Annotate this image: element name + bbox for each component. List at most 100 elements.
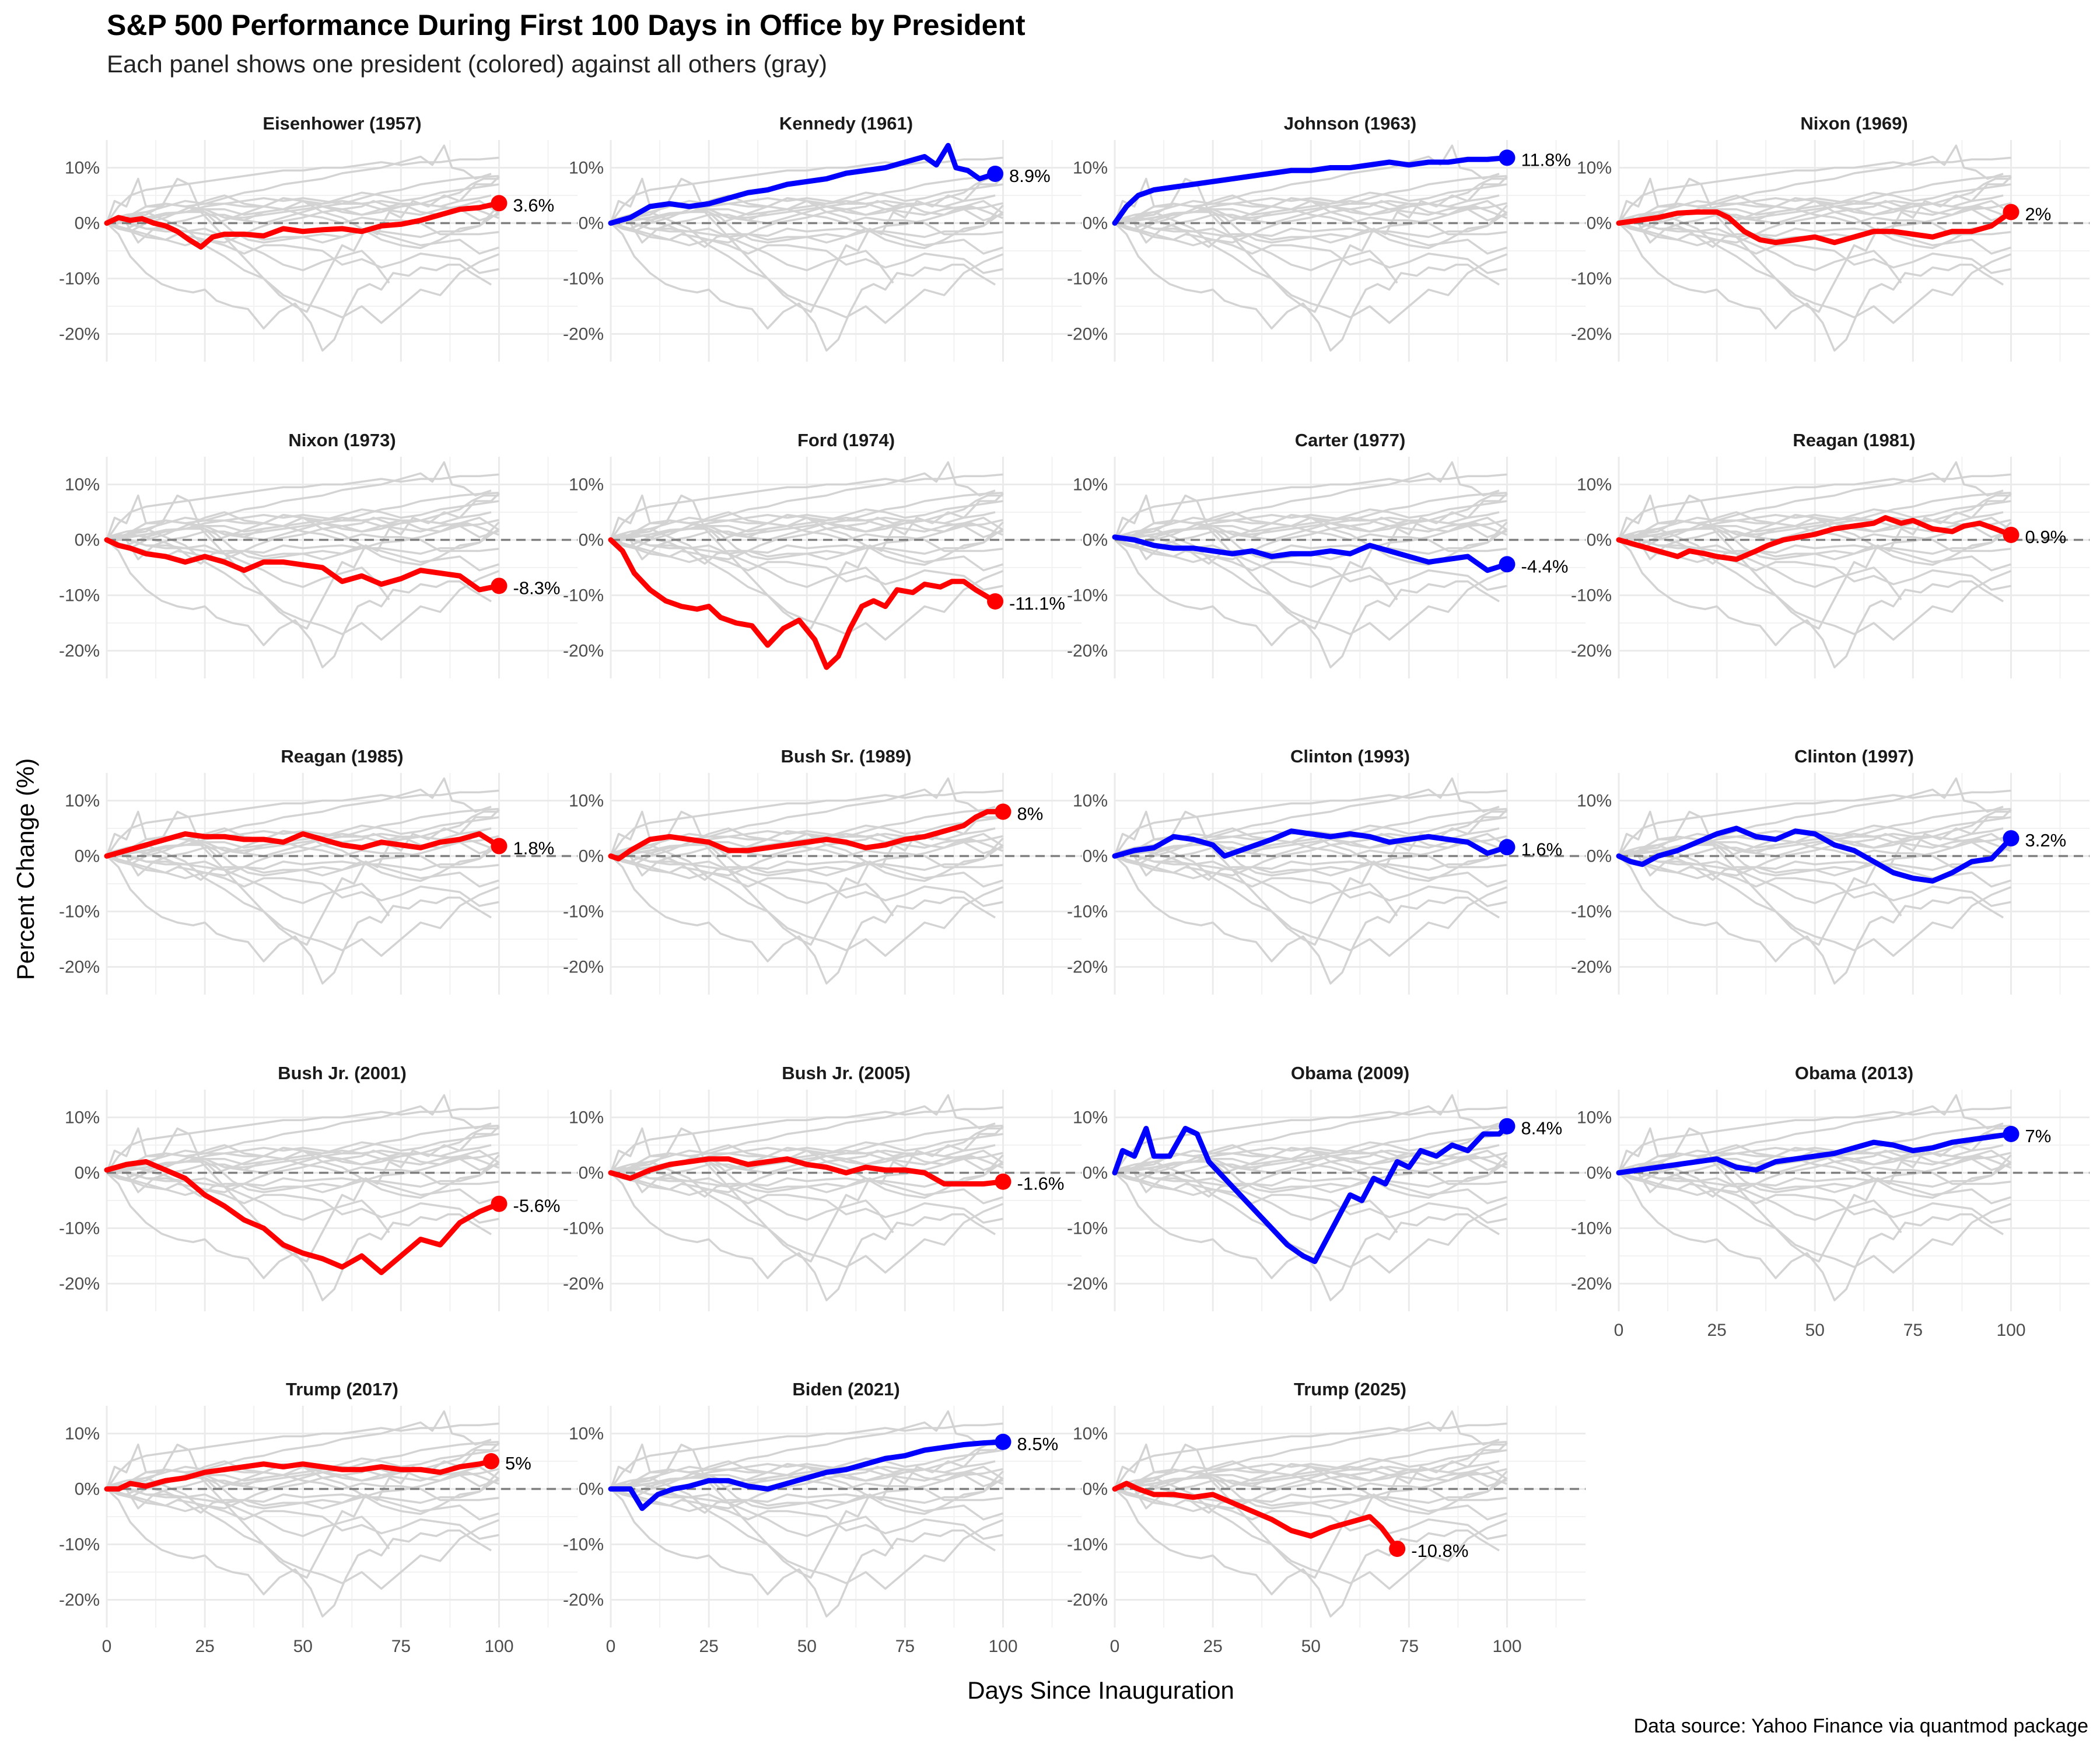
background-series-line xyxy=(1115,194,1500,225)
background-series-line xyxy=(610,222,1003,274)
background-series-line xyxy=(611,808,1003,877)
background-series-line xyxy=(610,1149,1004,1194)
background-series-line xyxy=(610,1441,1004,1579)
y-tick-label: 10% xyxy=(1073,792,1108,811)
facet-panel: Obama (2009) 10% 0% -10% -20% 8.4% xyxy=(1067,1063,1586,1311)
highlight-series-line xyxy=(104,200,502,250)
background-series-line xyxy=(1115,175,1507,244)
y-tick-label: 10% xyxy=(65,792,100,811)
y-tick-label: 10% xyxy=(1577,159,1612,178)
y-tick-label: -20% xyxy=(1067,325,1108,344)
y-tick-label: 10% xyxy=(65,1424,100,1444)
y-tick-label: 10% xyxy=(1577,475,1612,495)
y-tick-label: 0% xyxy=(1083,847,1108,866)
background-series-line xyxy=(1618,539,2004,668)
background-series-line xyxy=(611,1460,996,1490)
background-series-line xyxy=(1114,473,1507,541)
background-series-line xyxy=(610,222,996,352)
facet-panel: Carter (1977) 10% 0% -10% -20% -4.4% xyxy=(1067,430,1586,678)
y-tick-label: -10% xyxy=(1571,902,1612,922)
background-series-line xyxy=(610,216,894,284)
y-tick-label: 0% xyxy=(1083,214,1108,233)
background-series-line xyxy=(1115,1125,1507,1194)
y-tick-label: -20% xyxy=(1571,1275,1612,1294)
background-series-line xyxy=(106,1125,500,1263)
end-value-label: 8% xyxy=(1017,804,1044,824)
y-tick-label: -10% xyxy=(59,1219,100,1238)
y-tick-label: 0% xyxy=(1587,1164,1612,1183)
background-series-line xyxy=(106,516,500,561)
end-value-label: -10.8% xyxy=(1411,1541,1468,1561)
highlight-series-line xyxy=(608,809,1006,862)
y-tick-label: 0% xyxy=(579,531,604,550)
x-tick-label: 100 xyxy=(988,1637,1017,1656)
panel-title: Nixon (1969) xyxy=(1800,113,1908,134)
y-axis-title: Percent Change (%) xyxy=(12,758,39,981)
facet-panel: Nixon (1973) 10% 0% -10% -20% -8.3% xyxy=(59,430,578,678)
panel-title: Clinton (1997) xyxy=(1794,746,1914,766)
end-point-marker xyxy=(987,165,1004,182)
background-series-line xyxy=(1618,789,2011,857)
background-series-line xyxy=(610,855,1003,907)
highlight-series-line xyxy=(1112,155,1510,226)
background-series-line xyxy=(610,1488,1003,1540)
background-series-line xyxy=(107,492,499,561)
y-tick-label: -20% xyxy=(59,642,100,661)
y-tick-label: 0% xyxy=(579,847,604,866)
y-tick-label: -20% xyxy=(563,1275,604,1294)
y-tick-label: -20% xyxy=(563,1591,604,1610)
x-tick-label: 0 xyxy=(1614,1321,1624,1340)
background-series-line xyxy=(1618,832,2012,877)
background-series-line xyxy=(107,827,492,858)
y-tick-label: 0% xyxy=(75,847,100,866)
background-series-line xyxy=(1618,533,1902,601)
y-tick-label: 10% xyxy=(569,1108,604,1128)
facet-panel: Nixon (1969) 10% 0% -10% -20% 2% xyxy=(1571,113,2090,362)
x-tick-label: 75 xyxy=(1903,1321,1923,1340)
x-tick-label: 25 xyxy=(699,1637,718,1656)
facet-panel: Bush Sr. (1989) 10% 0% -10% -20% 8% xyxy=(563,746,1082,995)
x-tick-label: 50 xyxy=(797,1637,817,1656)
background-series-line xyxy=(106,1465,500,1510)
end-value-label: 2% xyxy=(2025,204,2052,225)
highlight-series-line xyxy=(608,1439,1006,1511)
background-series-line xyxy=(1114,1166,1398,1234)
background-series-line xyxy=(610,516,1004,561)
facet-panel: Bush Jr. (2001) 10% 0% -10% -20% -5.6% xyxy=(59,1063,578,1311)
highlight-series-line xyxy=(1616,1131,2014,1175)
background-series-line xyxy=(610,200,1004,244)
background-series-line xyxy=(106,1422,499,1490)
y-tick-label: -10% xyxy=(1067,270,1108,289)
y-tick-label: 10% xyxy=(65,1108,100,1128)
y-tick-label: -10% xyxy=(563,1219,604,1238)
background-series-line xyxy=(1114,1465,1508,1510)
data-source-caption: Data source: Yahoo Finance via quantmod … xyxy=(1633,1715,2088,1737)
background-series-line xyxy=(610,832,1004,877)
x-tick-label: 75 xyxy=(391,1637,411,1656)
background-series-line xyxy=(610,855,996,985)
highlight-series-line xyxy=(608,537,998,670)
end-point-marker xyxy=(995,803,1012,820)
background-series-line xyxy=(106,1149,500,1194)
panel-title: Trump (2025) xyxy=(1294,1379,1406,1399)
background-series-line xyxy=(610,473,1003,541)
background-series-line xyxy=(1114,216,1398,284)
background-series-line xyxy=(106,1106,499,1174)
y-tick-label: 10% xyxy=(1577,792,1612,811)
background-series-line xyxy=(610,1422,1003,1490)
y-tick-label: -10% xyxy=(59,270,100,289)
x-tick-label: 75 xyxy=(1399,1637,1419,1656)
background-series-line xyxy=(611,1125,1003,1194)
panel-title: Reagan (1985) xyxy=(281,746,403,766)
y-tick-label: 0% xyxy=(579,1480,604,1499)
background-series-line xyxy=(611,194,996,225)
panel-title: Ford (1974) xyxy=(797,430,895,450)
background-series-line xyxy=(610,1172,996,1301)
facet-panel: Biden (2021) 10% 0% -10% -20% 0 25 50 75 100 8.5% xyxy=(563,1379,1082,1656)
end-value-label: 1.8% xyxy=(513,838,555,858)
y-tick-label: -10% xyxy=(1571,1219,1612,1238)
background-series-line xyxy=(1115,492,1507,561)
background-series-line xyxy=(107,1441,499,1510)
background-series-line xyxy=(1114,222,1507,274)
end-value-label: 0.9% xyxy=(2025,527,2067,547)
